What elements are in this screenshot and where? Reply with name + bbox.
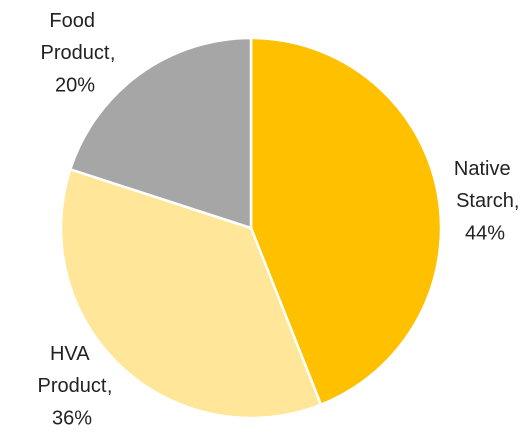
value-label: 36% bbox=[52, 407, 92, 429]
label-separator: , bbox=[107, 375, 113, 397]
slice-label: HVA Product bbox=[38, 343, 107, 397]
value-label: 20% bbox=[55, 74, 95, 96]
pie-slice bbox=[249, 36, 443, 407]
slice-label: Food Product bbox=[41, 10, 110, 64]
label-separator: , bbox=[110, 42, 116, 64]
value-label: 44% bbox=[465, 222, 505, 244]
label-separator: , bbox=[514, 190, 520, 212]
slice-label: Native Starch bbox=[454, 158, 516, 212]
pie-slice bbox=[68, 36, 253, 230]
pie-slice bbox=[59, 167, 323, 420]
